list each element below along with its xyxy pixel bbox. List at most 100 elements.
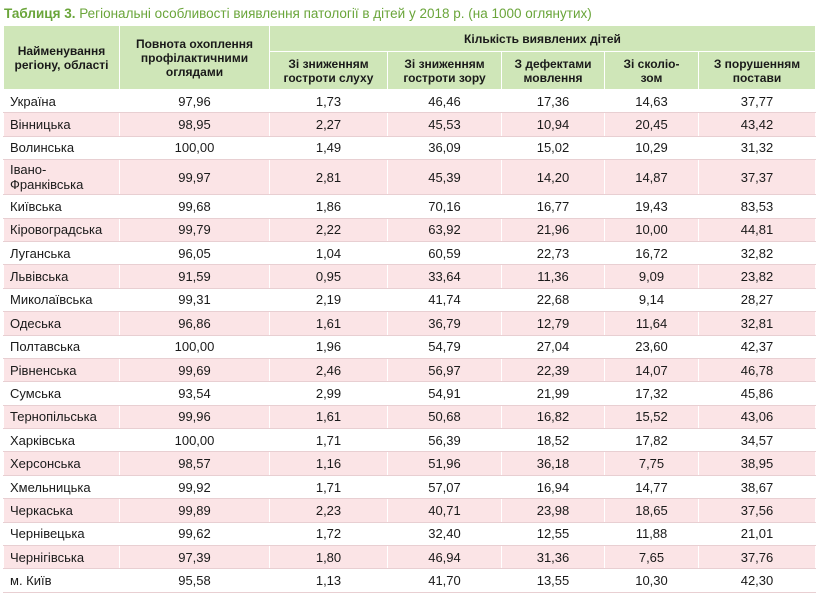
cell-scoliosis: 16,72 (604, 240, 699, 266)
cell-scoliosis: 7,65 (604, 545, 699, 570)
cell-posture: 38,67 (698, 474, 816, 500)
cell-region: Сумська (3, 381, 120, 406)
cell-scoliosis: 15,52 (604, 404, 699, 430)
cell-coverage: 99,62 (119, 521, 270, 547)
cell-scoliosis: 10,29 (604, 135, 699, 161)
cell-region: Одеська (3, 311, 120, 336)
cell-scoliosis: 7,75 (604, 451, 699, 476)
cell-speech: 16,94 (501, 474, 605, 500)
header-posture: З порушенням постави (698, 51, 816, 90)
table-row: Черкаська 99,89 2,23 40,71 23,98 18,65 37,56 (3, 498, 816, 523)
cell-speech: 17,36 (501, 88, 605, 114)
cell-coverage: 99,96 (119, 404, 270, 430)
cell-region: Миколаївська (3, 287, 120, 313)
cell-region: Київська (3, 194, 120, 219)
cell-hearing: 1,71 (269, 428, 388, 453)
cell-vision: 57,07 (387, 474, 502, 500)
cell-region: Черкаська (3, 498, 120, 523)
cell-vision: 46,46 (387, 88, 502, 114)
cell-region: Львівська (3, 264, 120, 289)
cell-speech: 22,68 (501, 287, 605, 313)
cell-hearing: 1,86 (269, 194, 388, 219)
cell-posture: 44,81 (698, 217, 816, 242)
cell-region: Харківська (3, 428, 120, 453)
table-row: Львівська 91,59 0,95 33,64 11,36 9,09 23,82 (3, 264, 816, 289)
cell-scoliosis: 14,63 (604, 88, 699, 114)
cell-posture: 45,86 (698, 381, 816, 406)
cell-hearing: 1,61 (269, 311, 388, 336)
cell-speech: 36,18 (501, 451, 605, 476)
cell-vision: 32,40 (387, 521, 502, 547)
table-row: Чернігівська 97,39 1,80 46,94 31,36 7,65 37,76 (3, 545, 816, 570)
cell-posture: 38,95 (698, 451, 816, 476)
table-row: Хмельницька 99,92 1,71 57,07 16,94 14,77 38,67 (3, 474, 816, 500)
cell-scoliosis: 10,00 (604, 217, 699, 242)
cell-region: Івано-Франківська (3, 159, 120, 196)
table-row: Київська 99,68 1,86 70,16 16,77 19,43 83,53 (3, 194, 816, 219)
cell-speech: 22,39 (501, 357, 605, 383)
cell-region: Хмельницька (3, 474, 120, 500)
cell-vision: 63,92 (387, 217, 502, 242)
cell-coverage: 96,86 (119, 311, 270, 336)
cell-scoliosis: 11,64 (604, 311, 699, 336)
table-row: Вінницька 98,95 2,27 45,53 10,94 20,45 43,42 (3, 112, 816, 137)
cell-vision: 70,16 (387, 194, 502, 219)
cell-coverage: 99,79 (119, 217, 270, 242)
cell-coverage: 91,59 (119, 264, 270, 289)
cell-vision: 60,59 (387, 240, 502, 266)
cell-hearing: 1,96 (269, 334, 388, 359)
cell-scoliosis: 10,30 (604, 568, 699, 593)
table-row: Миколаївська 99,31 2,19 41,74 22,68 9,14 28,27 (3, 287, 816, 313)
cell-speech: 23,98 (501, 498, 605, 523)
table-body: Україна 97,96 1,73 46,46 17,36 14,63 37,77 Вінн… (3, 88, 816, 593)
cell-posture: 37,37 (698, 159, 816, 196)
cell-scoliosis: 14,77 (604, 474, 699, 500)
cell-coverage: 97,96 (119, 88, 270, 114)
cell-posture: 32,82 (698, 240, 816, 266)
cell-posture: 42,30 (698, 568, 816, 593)
table-row: Одеська 96,86 1,61 36,79 12,79 11,64 32,81 (3, 311, 816, 336)
cell-scoliosis: 17,82 (604, 428, 699, 453)
data-table: Найменування регіону, області Повнота ох… (3, 25, 816, 593)
cell-vision: 56,97 (387, 357, 502, 383)
cell-scoliosis: 17,32 (604, 381, 699, 406)
caption-label: Таблиця 3. (4, 6, 76, 21)
header-group: Кількість виявлених дітей (269, 25, 816, 52)
cell-scoliosis: 14,07 (604, 357, 699, 383)
cell-hearing: 2,46 (269, 357, 388, 383)
cell-coverage: 96,05 (119, 240, 270, 266)
header-hearing: Зі зниженням гостроти слуху (269, 51, 388, 90)
cell-hearing: 1,04 (269, 240, 388, 266)
table-row: Рівненська 99,69 2,46 56,97 22,39 14,07 46,78 (3, 357, 816, 383)
table-row: Луганська 96,05 1,04 60,59 22,73 16,72 32,82 (3, 240, 816, 266)
cell-region: Чернігівська (3, 545, 120, 570)
cell-speech: 15,02 (501, 135, 605, 161)
cell-speech: 16,82 (501, 404, 605, 430)
cell-hearing: 2,81 (269, 159, 388, 196)
cell-hearing: 2,27 (269, 112, 388, 137)
cell-coverage: 99,92 (119, 474, 270, 500)
cell-scoliosis: 14,87 (604, 159, 699, 196)
cell-hearing: 1,49 (269, 135, 388, 161)
cell-vision: 36,79 (387, 311, 502, 336)
table-row: Кіровоградська 99,79 2,22 63,92 21,96 10,00 44… (3, 217, 816, 242)
cell-vision: 33,64 (387, 264, 502, 289)
cell-vision: 46,94 (387, 545, 502, 570)
cell-scoliosis: 9,09 (604, 264, 699, 289)
cell-coverage: 97,39 (119, 545, 270, 570)
header-vision: Зі зниженням гостроти зору (387, 51, 502, 90)
cell-hearing: 1,16 (269, 451, 388, 476)
cell-posture: 21,01 (698, 521, 816, 547)
cell-region: м. Київ (3, 568, 120, 593)
cell-hearing: 0,95 (269, 264, 388, 289)
cell-vision: 41,74 (387, 287, 502, 313)
cell-coverage: 100,00 (119, 428, 270, 453)
cell-hearing: 1,73 (269, 88, 388, 114)
header-speech: З дефектами мовлення (501, 51, 605, 90)
table-row: Волинська 100,00 1,49 36,09 15,02 10,29 31,32 (3, 135, 816, 161)
cell-vision: 45,53 (387, 112, 502, 137)
cell-hearing: 2,22 (269, 217, 388, 242)
cell-hearing: 1,61 (269, 404, 388, 430)
cell-coverage: 99,89 (119, 498, 270, 523)
cell-posture: 46,78 (698, 357, 816, 383)
